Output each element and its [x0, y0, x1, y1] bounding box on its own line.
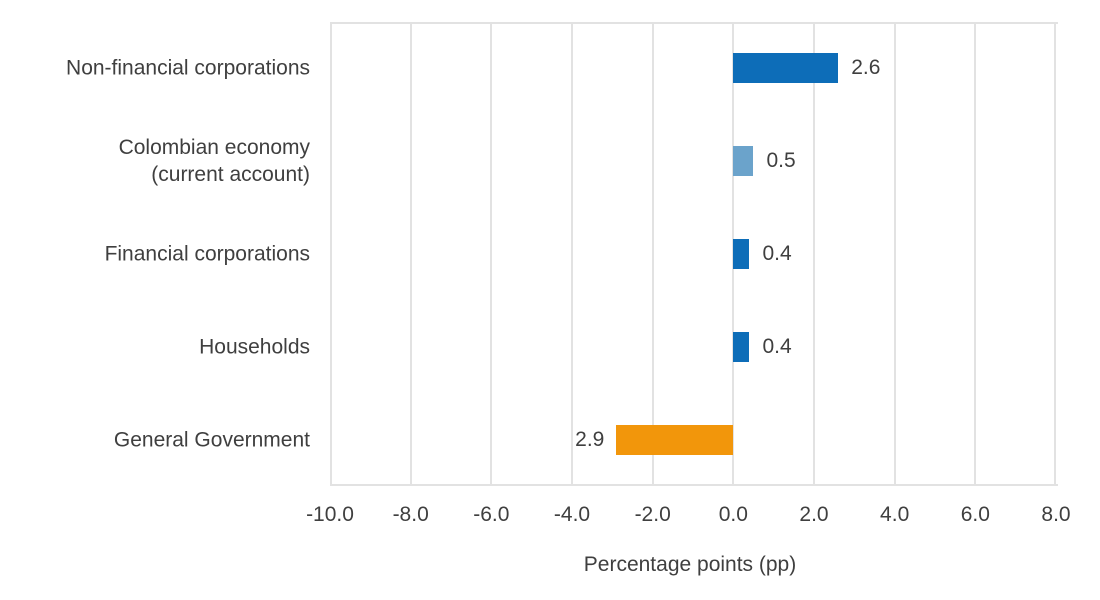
plot-border-top: [330, 22, 1058, 24]
bar: [733, 146, 754, 177]
category-label: Households: [199, 335, 310, 359]
x-tick-label: -8.0: [392, 503, 429, 526]
gridline: [974, 22, 976, 486]
x-tick-label: -4.0: [553, 503, 591, 526]
gridline: [732, 22, 734, 486]
bar: [616, 424, 734, 455]
bar: [733, 239, 750, 269]
x-axis-title: Percentage points (pp): [583, 553, 797, 576]
value-label: 2.6: [851, 56, 881, 80]
category-label: Financial corporations: [104, 242, 310, 266]
gridline: [1054, 22, 1056, 486]
x-tick-label: 2.0: [799, 503, 829, 526]
value-label: 0.4: [762, 334, 792, 358]
category-label: General Government: [113, 428, 310, 452]
plot-area: [330, 22, 1058, 486]
gridline: [813, 22, 815, 486]
value-label: 2.9: [575, 427, 605, 451]
gridline: [330, 22, 332, 486]
plot-border-bottom: [330, 484, 1058, 486]
x-tick-label: -10.0: [306, 503, 354, 526]
x-tick-label: 0.0: [718, 503, 748, 526]
value-label: 0.4: [762, 242, 792, 265]
category-label: Colombian economy (current account): [118, 136, 310, 187]
gridline: [571, 22, 573, 486]
bar: [733, 331, 750, 362]
x-tick-label: 6.0: [960, 503, 990, 526]
category-label: Non-financial corporations: [66, 56, 310, 80]
value-label: 0.5: [766, 149, 796, 173]
gridline: [490, 22, 492, 486]
x-tick-label: -2.0: [634, 503, 671, 526]
x-tick-label: -6.0: [473, 503, 510, 526]
x-tick-label: 8.0: [1041, 503, 1071, 526]
gridline: [652, 22, 654, 486]
gridline: [894, 22, 896, 486]
gridline: [410, 22, 412, 486]
x-tick-label: 4.0: [880, 503, 910, 526]
category-axis: Non-financial corporations Colombian econ…: [0, 0, 310, 600]
bar: [733, 53, 839, 84]
